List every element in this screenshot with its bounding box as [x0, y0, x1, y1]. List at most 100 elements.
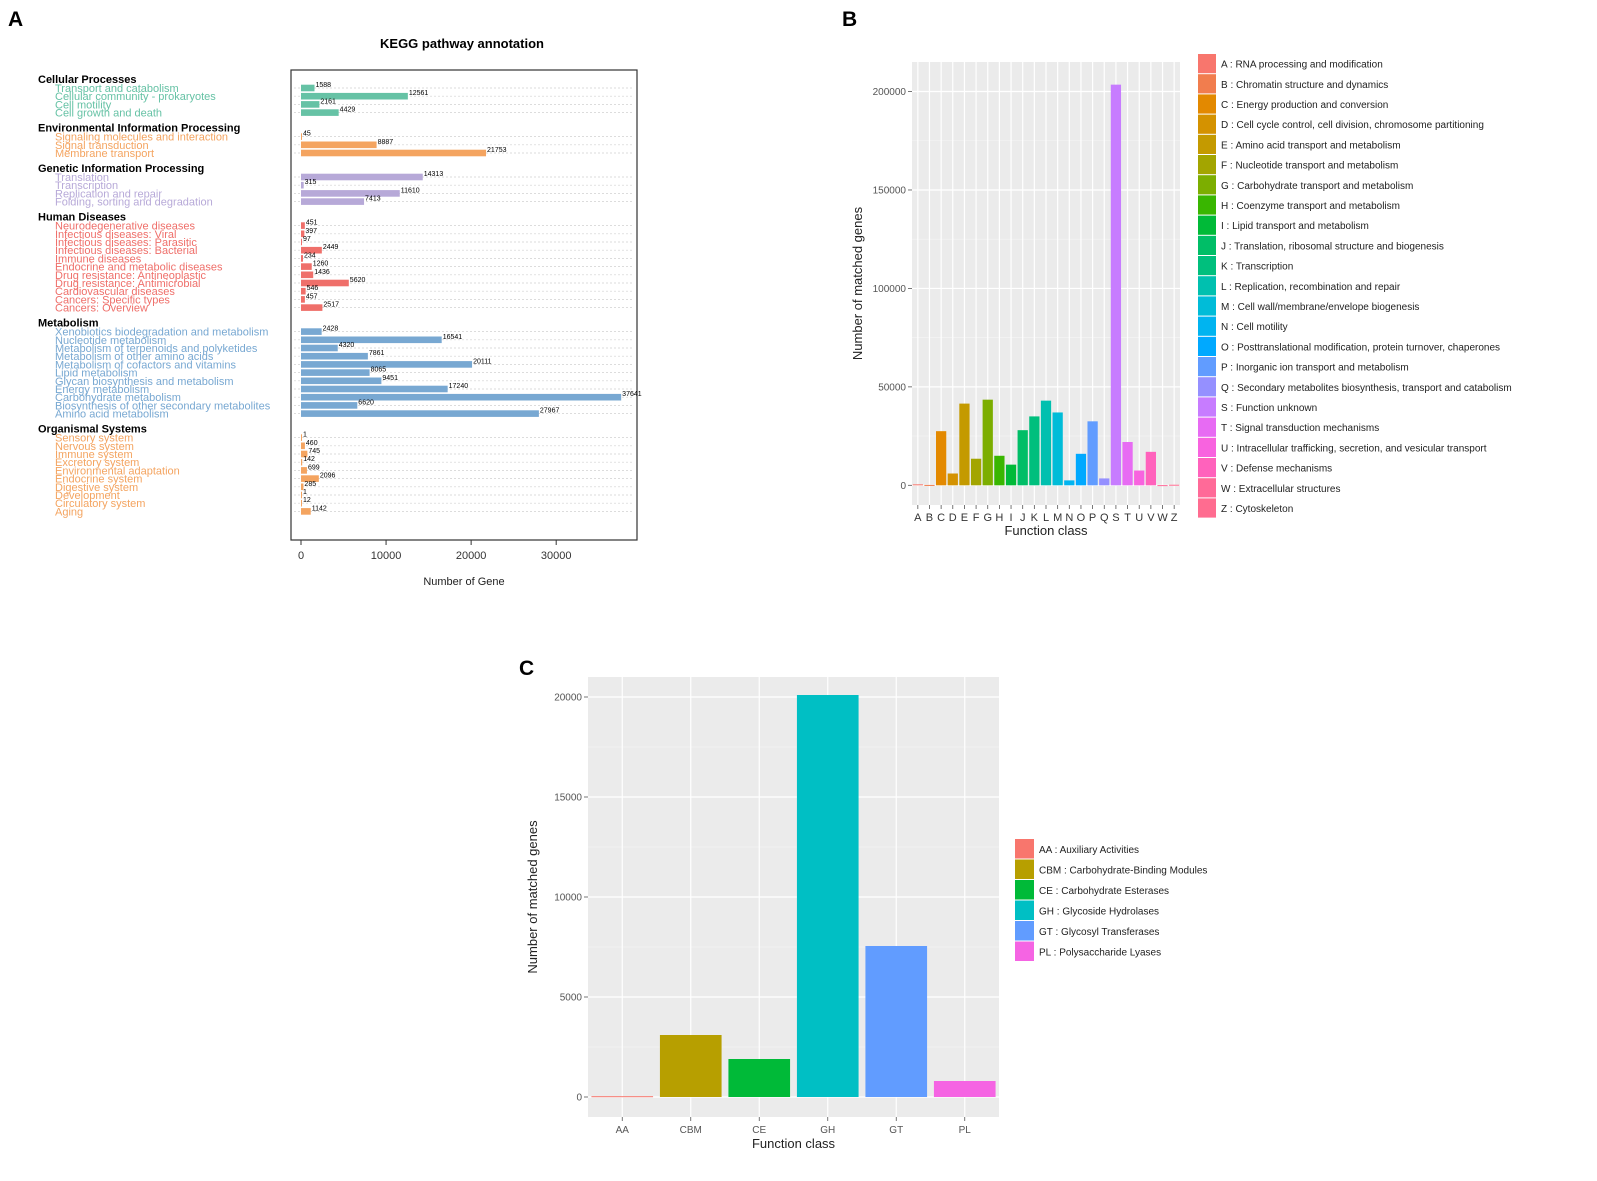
- chart-a-value-label: 1: [303, 432, 307, 439]
- chart-b-legend-key: [1198, 377, 1216, 397]
- chart-a-bar-sensory-system: [301, 434, 302, 441]
- chart-c-legend-key: [1015, 859, 1034, 879]
- chart-b-x-tick-label: K: [1031, 512, 1039, 524]
- chart-b-x-tick-label: T: [1124, 512, 1131, 524]
- chart-a-value-label: 27967: [540, 408, 560, 415]
- chart-a-category-label: Amino acid metabolism: [55, 409, 169, 421]
- chart-a-value-label: 699: [308, 464, 320, 471]
- chart-b-x-tick-label: Q: [1100, 512, 1109, 524]
- chart-a-category-label: Cell growth and death: [55, 108, 162, 120]
- chart-a-bar-folding-sorting-and-degradation: [301, 198, 365, 205]
- chart-c-y-tick-label: 5000: [560, 993, 583, 1004]
- chart-a-value-label: 6620: [358, 399, 374, 406]
- chart-a-category-label: Metabolism of cofactors and vitamins: [55, 359, 236, 371]
- chart-a-bar-development: [301, 491, 302, 499]
- chart-a-value-label: 16541: [443, 334, 463, 341]
- chart-b-x-tick-label: S: [1112, 512, 1119, 524]
- chart-a-value-label: 12561: [409, 90, 429, 97]
- panel-label-b: B: [842, 8, 857, 31]
- kegg-pathway-chart: KEGG pathway annotation Cellular Processe…: [38, 36, 642, 588]
- chart-a-category-label: Drug resistance: Antineoplastic: [55, 270, 207, 282]
- chart-b-bar-p: [1087, 421, 1098, 486]
- chart-a-x-tick-label: 0: [298, 550, 304, 562]
- chart-a-bar-immune-diseases: [301, 255, 303, 262]
- chart-c-y-axis-title: Number of matched genes: [525, 820, 540, 974]
- chart-c-x-tick-label: PL: [959, 1125, 972, 1136]
- chart-a-group-label: Cellular Processes: [38, 74, 136, 86]
- chart-a-x-axis-title: Number of Gene: [423, 576, 504, 588]
- chart-a-category-label: Metabolism of other amino acids: [55, 351, 214, 363]
- chart-a-bar-membrane-transport: [301, 149, 487, 157]
- chart-b-x-tick-label: Z: [1171, 512, 1178, 524]
- chart-a-category-label: Transport and catabolism: [55, 83, 179, 95]
- chart-a-bar-amino-acid-metabolism: [301, 410, 539, 417]
- chart-a-category-label: Cellular community - prokaryotes: [55, 91, 216, 103]
- chart-c-y-tick-label: 15000: [554, 793, 582, 804]
- chart-b-x-tick-label: C: [937, 512, 945, 524]
- chart-a-bar-metabolism-of-other-amino-acids: [301, 352, 368, 360]
- chart-a-category-label: Infectious diseases: Bacterial: [55, 245, 197, 257]
- chart-c-x-tick-label: CE: [752, 1125, 766, 1136]
- chart-b-bar-d: [947, 473, 958, 486]
- chart-b-x-tick-label: V: [1147, 512, 1155, 524]
- cazy-function-chart: 0 5000 10000 15000 20000 AA CBM CE GH GT PL Functio…: [525, 677, 1207, 1151]
- chart-b-legend-key: [1198, 155, 1216, 175]
- chart-b-bar-i: [1005, 464, 1017, 486]
- chart-b-legend-key: [1198, 74, 1216, 94]
- chart-b-legend-label: J : Translation, ribosomal structure and…: [1221, 241, 1444, 252]
- chart-b-x-tick-label: B: [926, 512, 933, 524]
- chart-b-legend-key: [1198, 134, 1216, 154]
- chart-b-legend-key: [1198, 276, 1216, 296]
- chart-b-legend-key: [1198, 498, 1216, 518]
- chart-b-bar-k: [1029, 416, 1040, 486]
- chart-a-bar-endocrine-system: [301, 475, 319, 482]
- chart-b-legend-key: [1198, 54, 1216, 74]
- chart-b-legend-label: W : Extracellular structures: [1221, 484, 1340, 495]
- chart-b-x-tick-label: D: [949, 512, 957, 524]
- chart-b-legend-label: I : Lipid transport and metabolism: [1221, 221, 1369, 232]
- chart-a-value-label: 1588: [316, 82, 332, 89]
- chart-b-legend-label: O : Posttranslational modification, prot…: [1221, 342, 1500, 353]
- chart-a-bar-cellular-community-prokaryotes: [301, 92, 408, 100]
- chart-a-bar-environmental-adaptation: [301, 467, 307, 474]
- chart-a-category-label: Digestive system: [55, 482, 138, 494]
- chart-b-x-tick-label: O: [1077, 512, 1086, 524]
- chart-a-value-label: 285: [304, 481, 316, 488]
- chart-a-value-label: 1142: [312, 505, 327, 512]
- chart-a-category-label: Cell motility: [55, 99, 112, 111]
- chart-a-bar-drug-resistance-antineoplastic: [301, 271, 314, 279]
- chart-b-bar-u: [1134, 470, 1145, 486]
- chart-b-bar-o: [1075, 453, 1087, 486]
- chart-a-x-tick-label: 10000: [371, 550, 402, 562]
- chart-b-y-axis-title: Number of matched genes: [850, 206, 865, 360]
- chart-c-y-tick-label: 10000: [554, 893, 582, 904]
- chart-b-x-tick-label: G: [983, 512, 992, 524]
- chart-a-bar-xenobiotics-biodegradation-and-metabolism: [301, 328, 322, 335]
- chart-b-legend-label: S : Function unknown: [1221, 403, 1317, 414]
- chart-a-bar-neurodegenerative-diseases: [301, 222, 305, 229]
- chart-c-bar-ce: [728, 1059, 791, 1097]
- chart-c-x-tick-label: CBM: [680, 1125, 702, 1136]
- chart-a-bar-lipid-metabolism: [301, 369, 370, 376]
- chart-a-value-label: 2161: [320, 98, 336, 105]
- chart-b-legend-key: [1198, 94, 1216, 114]
- chart-b-bar-h: [994, 455, 1005, 486]
- chart-b-x-tick-label: P: [1089, 512, 1096, 524]
- chart-b-legend-label: G : Carbohydrate transport and metabolis…: [1221, 181, 1413, 192]
- chart-b-bar-s: [1110, 84, 1122, 486]
- chart-a-category-label: Nucleotide metabolism: [55, 335, 166, 347]
- chart-b-bar-t: [1122, 441, 1133, 486]
- chart-b-bar-v: [1145, 451, 1156, 486]
- chart-a-bar-cancers-specific-types: [301, 296, 305, 303]
- chart-a-category-label: Cardiovascular diseases: [55, 286, 175, 298]
- chart-c-legend-label: GT : Glycosyl Transferases: [1039, 927, 1159, 938]
- chart-a-bar-endocrine-and-metabolic-diseases: [301, 263, 312, 270]
- chart-a-group-label: Organismal Systems: [38, 424, 147, 436]
- chart-a-bar-nervous-system: [301, 442, 305, 450]
- chart-a-value-label: 5620: [350, 277, 366, 284]
- chart-a-value-label: 45: [303, 131, 311, 138]
- chart-b-legend-label: K : Transcription: [1221, 262, 1293, 273]
- chart-a-value-label: 11610: [401, 187, 420, 194]
- chart-a-category-label: Endocrine system: [55, 474, 142, 486]
